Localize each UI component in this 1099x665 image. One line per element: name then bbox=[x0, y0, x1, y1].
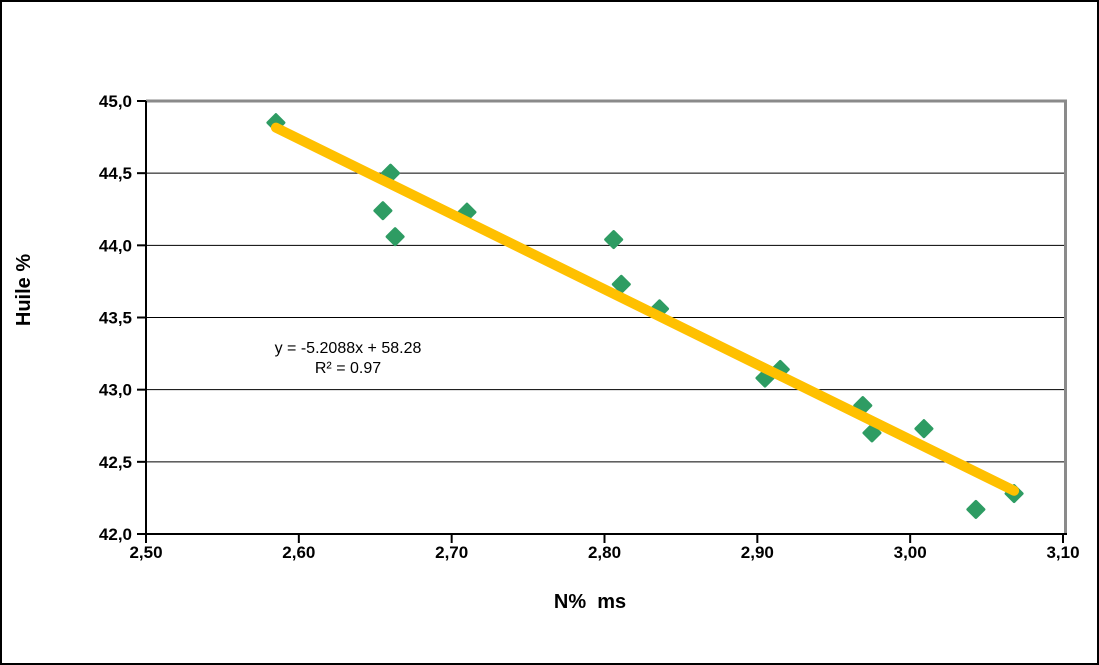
x-tick-label: 2,70 bbox=[435, 543, 468, 562]
y-tick-label: 43,0 bbox=[99, 381, 132, 400]
data-point-marker bbox=[914, 419, 934, 439]
x-axis-title: N% ms bbox=[553, 591, 627, 613]
trend-line bbox=[270, 122, 1020, 496]
x-tick-label: 3,10 bbox=[1046, 543, 1079, 562]
data-point-marker bbox=[862, 423, 882, 443]
y-tick-label: 44,5 bbox=[99, 164, 132, 183]
y-axis-title: Huile % bbox=[13, 253, 35, 327]
x-tick-label: 2,50 bbox=[129, 543, 162, 562]
data-point-marker bbox=[385, 227, 405, 247]
x-tick-label: 2,80 bbox=[588, 543, 621, 562]
x-tick-label: 2,90 bbox=[741, 543, 774, 562]
data-point-marker bbox=[966, 499, 986, 519]
equation-text: y = -5.2088x + 58.28 bbox=[274, 340, 422, 357]
trendline-equation-box: y = -5.2088x + 58.28 R² = 0.97 bbox=[246, 339, 450, 379]
y-tick-label: 43,5 bbox=[99, 309, 132, 328]
x-tick-label: 3,00 bbox=[894, 543, 927, 562]
r-squared-text: R² = 0.97 bbox=[314, 360, 382, 377]
x-tick-label: 2,60 bbox=[282, 543, 315, 562]
data-point-marker bbox=[373, 201, 393, 221]
y-tick-label: 44,0 bbox=[99, 236, 132, 255]
y-tick-label: 42,0 bbox=[99, 525, 132, 544]
y-tick-label: 42,5 bbox=[99, 453, 132, 472]
data-point-marker bbox=[604, 230, 624, 250]
y-tick-label: 45,0 bbox=[99, 92, 132, 111]
